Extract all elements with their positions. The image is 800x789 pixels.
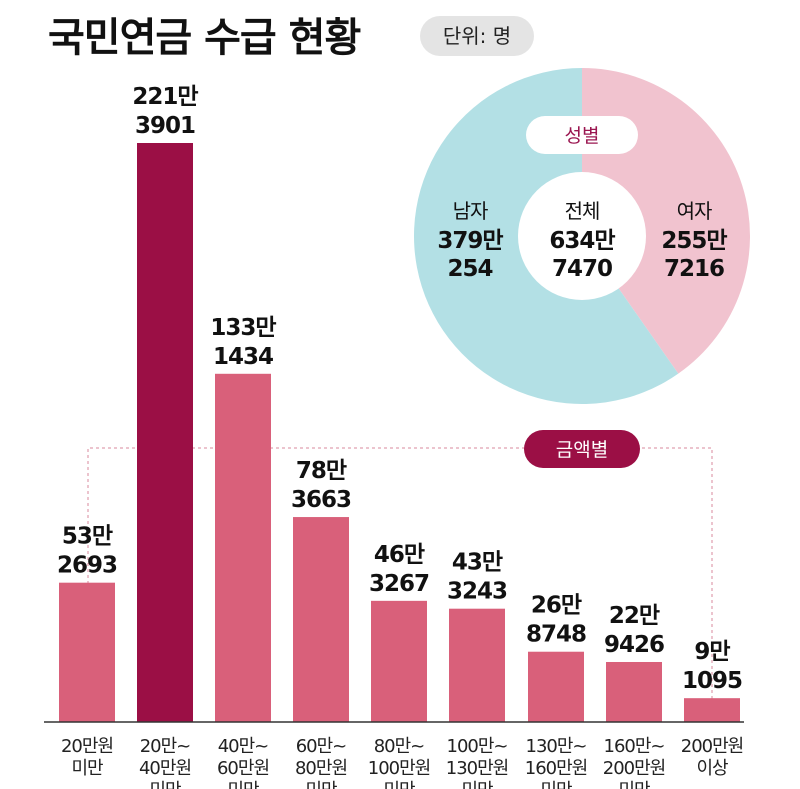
bar-8 xyxy=(606,661,662,722)
pie-value-male-line2: 254 xyxy=(447,256,492,282)
bar-3 xyxy=(215,373,271,722)
donut-hole xyxy=(518,172,646,300)
bar-value-label-8-line2: 9426 xyxy=(604,632,664,658)
category-label-2-line1: 20만~ xyxy=(140,736,191,757)
pie-value-male-line1: 379만 xyxy=(437,228,503,254)
amount-tag xyxy=(524,430,640,468)
category-label-2-line2: 40만원 xyxy=(139,758,191,779)
pie-label-female: 여자 xyxy=(677,199,712,223)
bar-1 xyxy=(59,582,115,722)
gender-tag-label: 성별 xyxy=(565,125,600,147)
bar-value-label-2-line2: 3901 xyxy=(135,113,195,139)
category-label-3-line2: 60만원 xyxy=(217,758,269,779)
gender-tag xyxy=(526,116,638,154)
category-label-5-line3: 미만 xyxy=(383,780,415,789)
category-label-3-line1: 40만~ xyxy=(218,736,269,757)
category-label-1-line1: 20만원 xyxy=(61,736,113,757)
category-label-9-line2: 이상 xyxy=(696,758,728,779)
bar-value-label-4-line2: 3663 xyxy=(291,487,351,513)
category-label-3-line3: 미만 xyxy=(227,780,259,789)
bar-5 xyxy=(371,600,427,722)
bar-value-label-1-line2: 2693 xyxy=(57,553,117,579)
bar-value-label-3-line2: 1434 xyxy=(213,344,273,370)
bar-value-label-5-line2: 3267 xyxy=(369,571,429,597)
bar-value-label-9-line1: 9만 xyxy=(694,639,730,665)
unit-badge: 단위: 명 xyxy=(420,16,534,56)
category-label-8-line2: 200만원 xyxy=(603,758,665,779)
category-label-4-line2: 80만원 xyxy=(295,758,347,779)
category-label-2-line3: 미만 xyxy=(149,780,181,789)
amount-tag-label: 금액별 xyxy=(556,439,608,461)
category-label-7-line1: 130만~ xyxy=(526,736,587,757)
bar-value-label-3-line1: 133만 xyxy=(210,315,276,341)
category-label-5-line2: 100만원 xyxy=(368,758,430,779)
bar-4 xyxy=(293,517,349,722)
bar-value-label-8-line1: 22만 xyxy=(609,603,660,629)
bar-value-label-1-line1: 53만 xyxy=(62,524,113,550)
category-label-5-line1: 80만~ xyxy=(374,736,425,757)
bar-2 xyxy=(137,143,193,722)
category-label-9-line1: 200만원 xyxy=(681,736,743,757)
pie-label-male: 남자 xyxy=(453,199,488,223)
bar-value-label-7-line1: 26만 xyxy=(531,593,582,619)
bar-value-label-7-line2: 8748 xyxy=(526,622,586,648)
category-label-4-line3: 미만 xyxy=(305,780,337,789)
category-label-6-line2: 130만원 xyxy=(446,758,508,779)
bar-value-label-4-line1: 78만 xyxy=(296,458,347,484)
bar-value-label-2-line1: 221만 xyxy=(132,84,198,110)
category-label-1-line2: 미만 xyxy=(71,758,103,779)
category-label-6-line3: 미만 xyxy=(461,780,493,789)
bar-value-label-6-line1: 43만 xyxy=(452,550,503,576)
category-label-7-line3: 미만 xyxy=(540,780,572,789)
page-title: 국민연금 수급 현황 xyxy=(48,15,361,61)
bar-value-label-5-line1: 46만 xyxy=(374,542,425,568)
pie-value-female-line2: 7216 xyxy=(664,256,724,282)
category-label-8-line3: 미만 xyxy=(618,780,650,789)
pie-center-label: 전체 xyxy=(565,199,600,223)
pie-center-value-line1: 634만 xyxy=(549,228,615,254)
bar-7 xyxy=(528,651,584,722)
bar-6 xyxy=(449,608,505,722)
bar-9 xyxy=(684,698,740,722)
bar-value-label-9-line2: 1095 xyxy=(682,668,742,694)
category-label-4-line1: 60만~ xyxy=(296,736,347,757)
pie-value-female-line1: 255만 xyxy=(661,228,727,254)
category-label-8-line1: 160만~ xyxy=(604,736,665,757)
pie-center-value-line2: 7470 xyxy=(552,256,612,282)
category-label-6-line1: 100만~ xyxy=(447,736,508,757)
amount-section-frame xyxy=(87,447,713,722)
bar-value-label-6-line2: 3243 xyxy=(447,579,507,605)
category-label-7-line2: 160만원 xyxy=(525,758,587,779)
